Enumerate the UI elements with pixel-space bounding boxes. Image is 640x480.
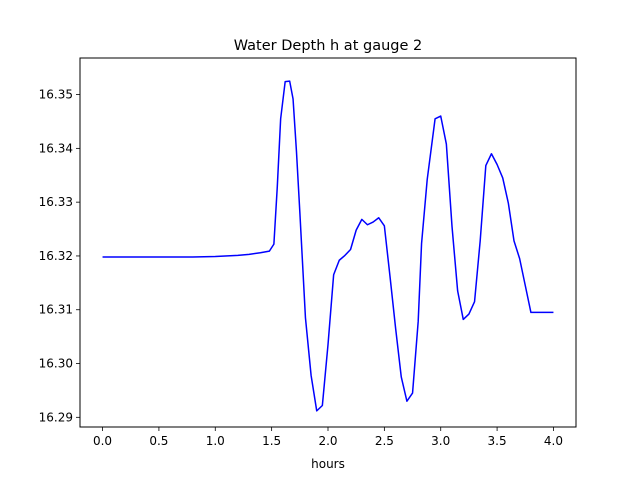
y-tick-label: 16.33 [39, 195, 73, 209]
x-tick-label: 0.5 [149, 434, 168, 448]
y-tick-label: 16.29 [39, 410, 73, 424]
y-tick-label: 16.35 [39, 88, 73, 102]
series-layer [102, 80, 554, 412]
plot-area: 0.0 0.5 1.0 1.5 2.0 2.5 3.0 3.5 4.0 16.2916.3016… [39, 57, 577, 448]
x-tick-label: 0.0 [93, 434, 112, 448]
y-tick-label: 16.32 [39, 249, 73, 263]
x-tick-label: 1.5 [262, 434, 281, 448]
x-axis-title: hours [311, 457, 345, 471]
y-tick-label: 16.31 [39, 303, 73, 317]
x-tick-label: 2.0 [318, 434, 337, 448]
x-tick-label: 4.0 [544, 434, 563, 448]
series-line-0 [102, 80, 554, 412]
x-tick-label: 3.5 [488, 434, 507, 448]
x-tick-label: 2.5 [375, 434, 394, 448]
y-tick-label: 16.34 [39, 141, 73, 155]
x-axis-ticks: 0.0 0.5 1.0 1.5 2.0 2.5 3.0 3.5 4.0 [93, 427, 563, 448]
chart-title: Water Depth h at gauge 2 [234, 38, 422, 54]
x-tick-label: 1.0 [206, 434, 225, 448]
y-tick-label: 16.30 [39, 357, 73, 371]
y-axis-ticks: 16.29 16.30 16.31 16.32 16.33 16.34 16.35 [39, 88, 80, 424]
x-tick-label: 3.0 [431, 434, 450, 448]
